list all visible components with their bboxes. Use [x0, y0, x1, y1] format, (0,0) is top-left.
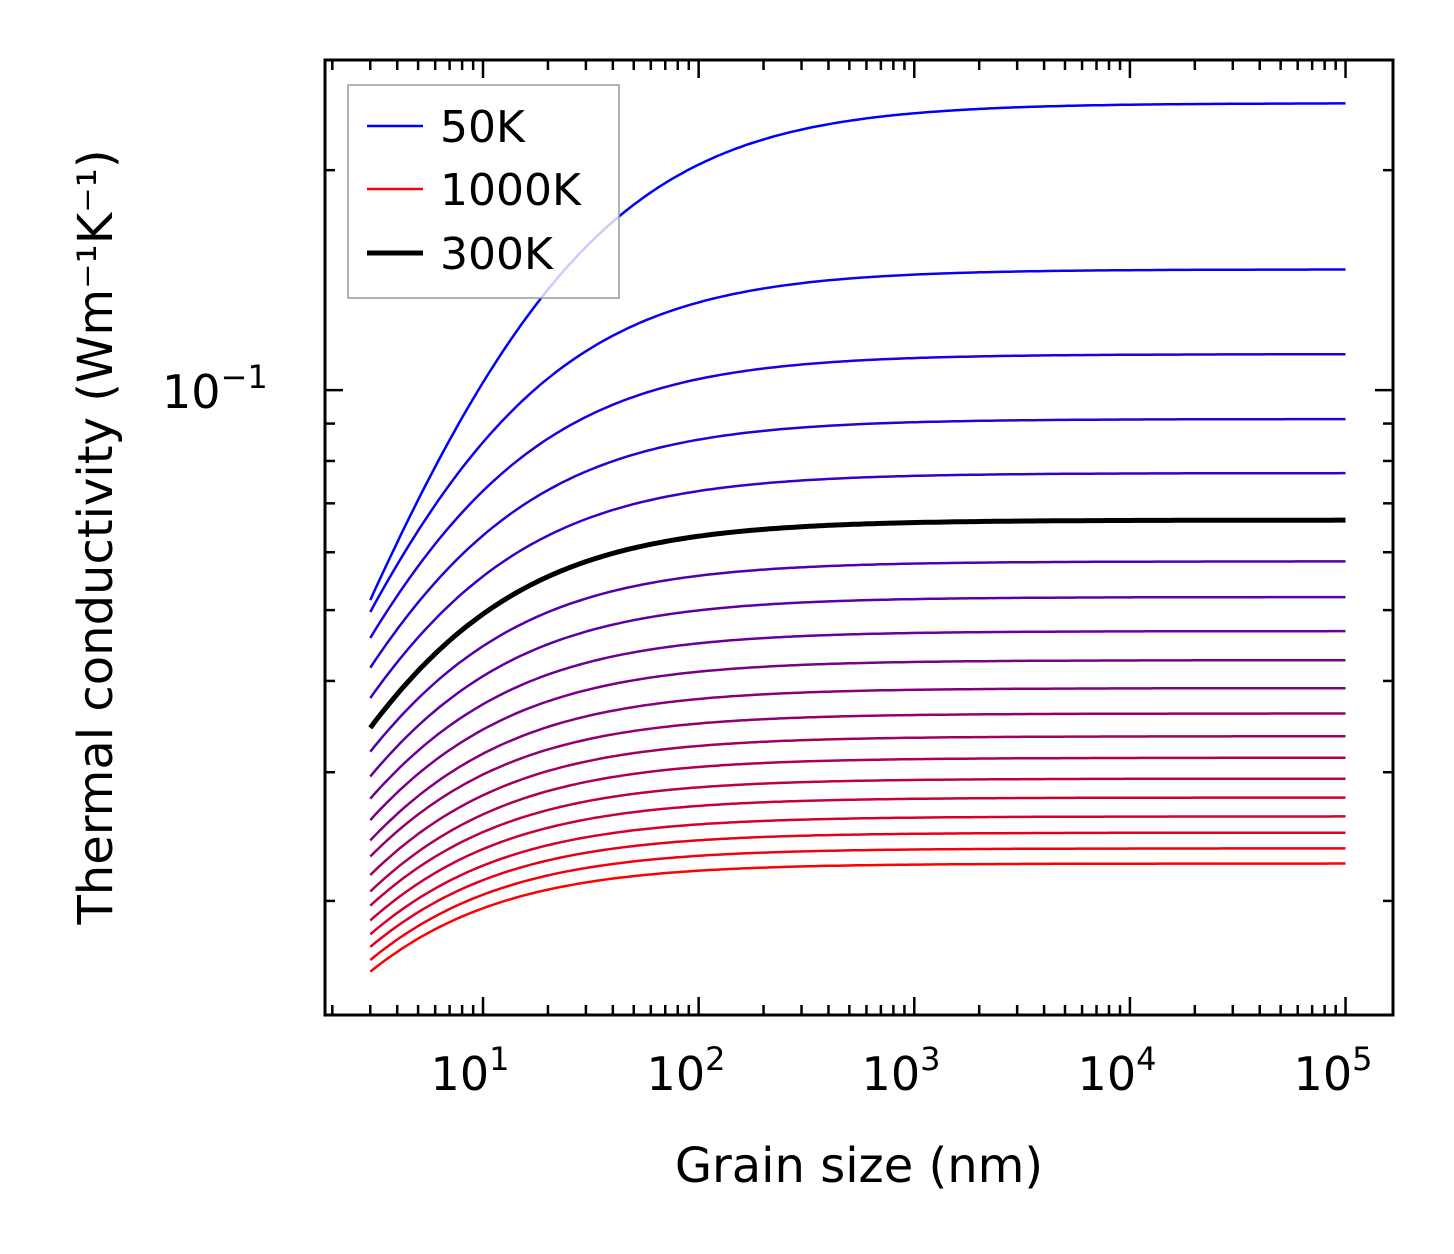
series-line-900k — [369, 831, 1346, 948]
legend-box — [347, 84, 620, 299]
series-line-850k — [369, 815, 1346, 936]
series-line-650k — [369, 735, 1346, 876]
series-line-500k — [369, 658, 1346, 821]
series-line-150k — [369, 353, 1346, 639]
x-axis-label: Grain size (nm) — [675, 1138, 1043, 1194]
series-line-50k — [369, 102, 1346, 601]
series-line-300k — [368, 517, 1346, 730]
series-line-750k — [369, 777, 1346, 907]
series-line-200k — [369, 417, 1346, 669]
series-line-250k — [369, 471, 1346, 699]
plot-frame — [323, 58, 1395, 1017]
series-line-1000k — [369, 862, 1346, 973]
ticks-layer — [325, 60, 1393, 1015]
x-tick-labels: 101 102 103 104 105 — [431, 1040, 1373, 1101]
x-tick-label: 104 — [1078, 1040, 1157, 1101]
series-line-800k — [369, 796, 1346, 922]
x-tick-label: 101 — [431, 1040, 510, 1101]
series-line-450k — [369, 629, 1346, 800]
series-line-100k — [369, 268, 1346, 613]
x-tick-label: 105 — [1294, 1040, 1373, 1101]
series-line-600k — [369, 712, 1346, 858]
y-axis-label: Thermal conductivity (Wm⁻¹K⁻¹) — [68, 149, 124, 925]
legend: 50K 1000K 300K — [347, 84, 620, 299]
series-line-550k — [369, 686, 1346, 842]
series-line-350k — [369, 560, 1346, 753]
y-tick-label: 10−1 — [162, 358, 268, 419]
x-tick-label: 102 — [647, 1040, 726, 1101]
legend-label-300k: 300K — [440, 229, 554, 280]
x-tick-label: 103 — [862, 1040, 941, 1101]
legend-label-1000k: 1000K — [440, 165, 582, 216]
legend-label-50k: 50K — [440, 102, 526, 153]
series-line-950k — [369, 847, 1346, 961]
series-line-700k — [369, 756, 1346, 893]
curves-layer — [368, 102, 1346, 973]
series-line-400k — [369, 595, 1346, 778]
